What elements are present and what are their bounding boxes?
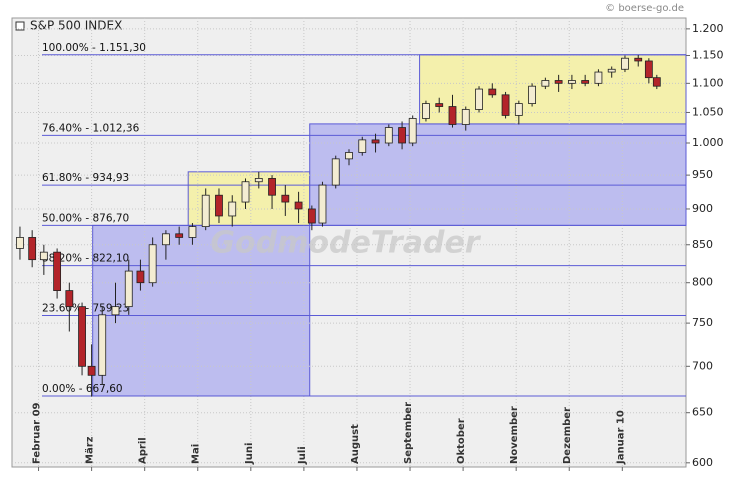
fib-label: 61.80% - 934,93 — [42, 172, 129, 184]
fib-label: 100.00% - 1.151,30 — [42, 42, 146, 54]
candle-body — [16, 237, 24, 249]
y-tick-label: 950 — [692, 168, 713, 181]
candle-body — [408, 118, 417, 144]
candle-body — [594, 71, 603, 84]
y-tick-label: 850 — [692, 238, 713, 251]
candle-body — [28, 237, 37, 261]
candle-body — [621, 57, 629, 70]
candle-body — [318, 184, 327, 224]
candle-body — [567, 80, 576, 84]
x-tick-label: September — [403, 402, 414, 464]
candle-body — [175, 233, 184, 238]
candle-body — [281, 194, 290, 203]
candles — [16, 54, 661, 397]
candle-body — [148, 244, 157, 284]
y-tick-label: 900 — [692, 202, 713, 215]
candle-body — [461, 109, 470, 125]
y-tick-label: 650 — [692, 406, 713, 419]
candle-body — [345, 152, 353, 160]
y-tick-label: 600 — [692, 456, 713, 469]
y-tick-label: 700 — [692, 359, 713, 372]
watermark: GodmodeTrader — [210, 226, 481, 261]
candle-body — [111, 306, 120, 316]
candle-body — [294, 201, 303, 210]
y-tick-label: 1.200 — [692, 22, 724, 35]
candle-body — [607, 68, 616, 73]
candle-body — [634, 57, 643, 62]
candle-body — [371, 139, 380, 144]
candle-body — [254, 178, 263, 183]
x-tick-label: Februar 09 — [32, 402, 43, 464]
candle-body — [228, 201, 237, 217]
x-tick-label: November — [509, 406, 520, 464]
y-tick-label: 800 — [692, 276, 713, 289]
candle-body — [488, 88, 497, 96]
y-tick-label: 1.150 — [692, 49, 724, 62]
candle-body — [644, 60, 653, 79]
credit: © boerse-go.de — [605, 3, 684, 14]
candle-body — [124, 270, 133, 308]
candle-body — [528, 85, 536, 104]
candle-body — [514, 103, 523, 116]
candle-body — [307, 208, 316, 224]
x-tick-label: März — [85, 436, 96, 464]
x-tick-label: Januar 10 — [615, 410, 626, 465]
candle-body — [78, 306, 86, 367]
candle-body — [268, 178, 276, 196]
candle-body — [53, 251, 62, 291]
x-tick-label: Mai — [191, 444, 202, 464]
candle-body — [581, 80, 590, 84]
x-tick-label: Dezember — [562, 407, 573, 464]
candle-body — [501, 94, 510, 116]
x-tick-label: Oktober — [456, 418, 467, 464]
candle-body — [331, 158, 340, 186]
candle-body — [87, 365, 96, 376]
candle-body — [384, 127, 393, 144]
x-tick-label: Juli — [297, 446, 308, 465]
candle-body — [435, 103, 444, 107]
candle-body — [358, 139, 367, 153]
y-tick-label: 1.000 — [692, 136, 724, 149]
candle-body — [652, 77, 661, 87]
x-tick-label: April — [138, 437, 149, 464]
candle-body — [201, 194, 210, 228]
candle-body — [475, 88, 483, 110]
candle-body — [541, 80, 550, 87]
chart-title: S&P 500 INDEX — [30, 19, 122, 33]
candle-body — [136, 270, 145, 284]
y-tick-label: 750 — [692, 316, 713, 329]
candle-body — [422, 103, 430, 119]
x-tick-label: August — [350, 424, 361, 464]
fib-label: 50.00% - 876,70 — [42, 212, 129, 224]
candle-body — [65, 290, 74, 308]
y-tick-label: 1.050 — [692, 105, 724, 118]
x-tick-label: Juni — [244, 443, 255, 465]
fib-label: 38.20% - 822,10 — [42, 253, 129, 265]
axes: 600 650 700 750 800 850 900 950 1.000 1.050 1.100 1… — [32, 22, 724, 471]
candle-body — [188, 226, 197, 238]
candle-body — [398, 127, 406, 144]
candle-body — [241, 181, 250, 203]
candle-body — [215, 194, 223, 217]
y-tick-label: 1.100 — [692, 76, 724, 89]
candle-body — [448, 106, 457, 125]
candle-body — [98, 314, 107, 376]
candle-body — [39, 251, 48, 261]
fib-label: 76.40% - 1.012,36 — [42, 122, 140, 134]
candle-body — [162, 233, 170, 246]
title-box — [15, 21, 25, 31]
candle-body — [554, 80, 563, 84]
fib-label: 0.00% - 667,60 — [42, 383, 123, 395]
